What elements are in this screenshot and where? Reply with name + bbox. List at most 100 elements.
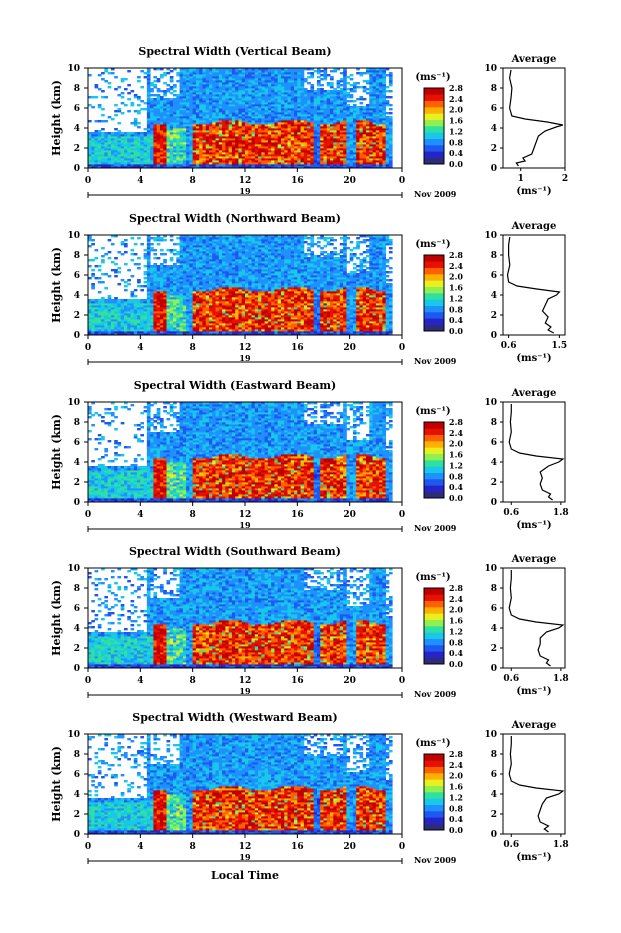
heatmap-cell bbox=[157, 265, 161, 267]
heatmap-cell bbox=[140, 132, 144, 134]
heatmap-cell bbox=[163, 98, 167, 100]
heatmap-cell bbox=[173, 90, 177, 92]
heatmap-cell bbox=[98, 74, 102, 76]
heatmap-cell bbox=[101, 128, 105, 130]
heatmap-cell bbox=[170, 70, 174, 72]
heatmap-cell bbox=[173, 243, 177, 245]
avg-profile-line bbox=[510, 70, 563, 166]
heatmap-cell bbox=[176, 94, 180, 96]
panel-1: Spectral Width (Northward Beam)0246810He… bbox=[50, 212, 567, 366]
panel-title: Spectral Width (Northward Beam) bbox=[129, 212, 341, 225]
heatmap-cell bbox=[111, 118, 115, 120]
heatmap-cell bbox=[108, 86, 112, 88]
heatmap-cell bbox=[363, 98, 367, 100]
colorbar-swatch bbox=[424, 94, 444, 101]
heatmap-cell bbox=[127, 70, 131, 72]
heatmap-cell bbox=[137, 257, 141, 259]
heatmap-cell bbox=[346, 104, 350, 106]
heatmap-cell bbox=[144, 271, 148, 273]
heatmap-cell bbox=[356, 106, 360, 108]
heatmap-cell bbox=[121, 96, 125, 98]
heatmap-cell bbox=[163, 82, 167, 84]
heatmap-cell bbox=[108, 116, 112, 118]
heatmap-cell bbox=[111, 243, 115, 245]
heatmap-cell bbox=[163, 239, 167, 241]
heatmap-cell bbox=[150, 94, 154, 96]
heatmap-cell bbox=[137, 279, 141, 281]
average-frame bbox=[503, 68, 565, 168]
heatmap-cell bbox=[176, 243, 180, 245]
heatmap-cell bbox=[101, 78, 105, 80]
heatmap-cell bbox=[314, 70, 318, 72]
heatmap-cell bbox=[98, 120, 102, 122]
heatmap-cell bbox=[163, 253, 167, 255]
date-day-label: 19 bbox=[239, 186, 251, 196]
x-tick-label: 0 bbox=[85, 176, 91, 186]
heatmap-cell bbox=[366, 104, 370, 106]
heatmap-cells bbox=[88, 235, 393, 335]
heatmap-cell bbox=[114, 76, 118, 78]
heatmap-cell bbox=[124, 243, 128, 245]
heatmap-cell bbox=[137, 96, 141, 98]
x-tick-label: 12 bbox=[239, 176, 252, 186]
colorbar-swatch bbox=[424, 145, 444, 152]
heatmap-cell bbox=[346, 88, 350, 90]
heatmap-cell bbox=[356, 82, 360, 84]
heatmap-cell bbox=[359, 96, 363, 98]
heatmap-cell bbox=[153, 84, 157, 86]
colorbar-swatch bbox=[424, 113, 444, 120]
heatmap-cell bbox=[101, 90, 105, 92]
heatmap-cell bbox=[91, 96, 95, 98]
heatmap-cell bbox=[95, 96, 99, 98]
heatmap-cell bbox=[91, 239, 95, 241]
heatmap-cell bbox=[114, 104, 118, 106]
heatmap-cell bbox=[167, 72, 171, 74]
heatmap-cell bbox=[167, 265, 171, 267]
heatmap-cell bbox=[124, 239, 128, 241]
heatmap-cell bbox=[173, 249, 177, 251]
heatmap-cell bbox=[95, 120, 99, 122]
heatmap-cell bbox=[153, 80, 157, 82]
colorbar-swatch bbox=[424, 139, 444, 146]
heatmap-cell bbox=[95, 265, 99, 267]
heatmap-cell bbox=[386, 86, 390, 88]
heatmap-cell bbox=[131, 122, 135, 124]
heatmap-cell bbox=[137, 237, 141, 239]
heatmap-cell bbox=[101, 120, 105, 122]
heatmap-cell bbox=[117, 271, 121, 273]
heatmap-cell bbox=[95, 84, 99, 86]
heatmap-cell bbox=[108, 239, 112, 241]
heatmap-cell bbox=[131, 102, 135, 104]
panel-title: Spectral Width (Vertical Beam) bbox=[138, 45, 331, 58]
heatmap-cell bbox=[176, 72, 180, 74]
heatmap-cell bbox=[101, 247, 105, 249]
heatmap-cell bbox=[101, 96, 105, 98]
heatmap-cell bbox=[137, 126, 141, 128]
heatmap-cell bbox=[144, 72, 148, 74]
heatmap-cell bbox=[153, 263, 157, 265]
heatmap-cell bbox=[150, 98, 154, 100]
avg-y-tick-label: 10 bbox=[484, 64, 497, 74]
heatmap-cell bbox=[356, 98, 360, 100]
heatmap-cell bbox=[137, 110, 141, 112]
heatmap-cell bbox=[153, 257, 157, 259]
heatmap-cell bbox=[124, 78, 128, 80]
heatmap-cell bbox=[350, 100, 354, 102]
heatmap-cell bbox=[137, 299, 141, 301]
heatmap-cell bbox=[353, 82, 357, 84]
heatmap-cell bbox=[124, 88, 128, 90]
heatmap-cell bbox=[121, 92, 125, 94]
heatmap-cell bbox=[121, 253, 125, 255]
heatmap-cell bbox=[131, 132, 135, 134]
heatmap-cell bbox=[386, 100, 390, 102]
heatmap-cell bbox=[137, 122, 141, 124]
avg-x-tick-label: 2 bbox=[562, 174, 568, 184]
heatmap-cell bbox=[157, 78, 161, 80]
heatmap-cell bbox=[153, 237, 157, 239]
heatmap-cell bbox=[114, 88, 118, 90]
colorbar-tick-label: 2.4 bbox=[449, 94, 463, 104]
y-tick-label: 2 bbox=[74, 144, 80, 154]
heatmap-cell bbox=[389, 72, 393, 74]
heatmap-cell bbox=[121, 279, 125, 281]
